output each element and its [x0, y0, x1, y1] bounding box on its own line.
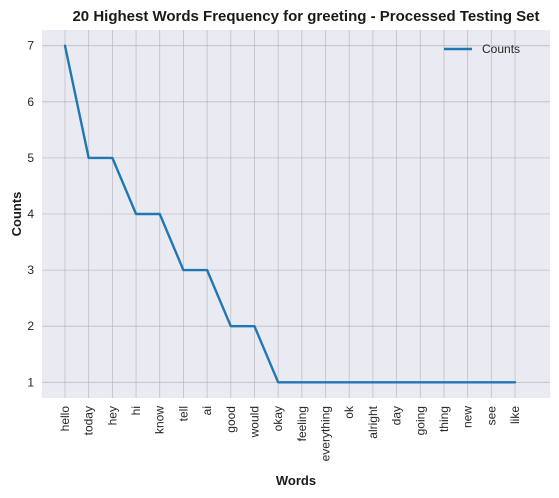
- x-tick-label: alright: [366, 405, 380, 438]
- x-tick-label: hi: [129, 406, 143, 415]
- series-lines: [63, 44, 517, 384]
- y-axis-label: Counts: [9, 192, 24, 237]
- grid-lines: [42, 30, 550, 398]
- x-tick-label: okay: [271, 406, 285, 431]
- x-tick-label: feeling: [295, 406, 309, 441]
- x-tick-label: ok: [342, 405, 356, 419]
- x-tick-label: day: [390, 406, 404, 425]
- legend: Counts: [444, 42, 520, 56]
- y-tick-label: 5: [27, 151, 34, 165]
- y-tick-label: 7: [27, 39, 34, 53]
- chart-title: 20 Highest Words Frequency for greeting …: [72, 8, 539, 25]
- y-tick-label: 1: [27, 375, 34, 389]
- x-axis-label: Words: [276, 473, 316, 488]
- y-tick-label: 3: [27, 263, 34, 277]
- x-tick-label: everything: [319, 406, 333, 461]
- x-tick-label: hey: [105, 406, 119, 425]
- series-line-counts: [63, 44, 517, 384]
- y-tick-label: 6: [27, 95, 34, 109]
- x-tick-label: new: [461, 406, 475, 428]
- x-tick-label: like: [508, 406, 522, 424]
- x-tick-label: would: [247, 406, 261, 438]
- x-tick-label: ai: [200, 406, 214, 415]
- x-tick-label: thing: [437, 406, 451, 432]
- x-tick-labels: hello today hey hi know tell ai good would okay fe…: [58, 405, 522, 461]
- x-tick-label: tell: [176, 406, 190, 421]
- x-tick-label: hello: [58, 406, 72, 432]
- x-tick-label: today: [82, 406, 96, 435]
- legend-label: Counts: [482, 42, 520, 56]
- x-tick-label: see: [484, 406, 498, 426]
- y-tick-label: 4: [27, 207, 34, 221]
- x-tick-label: good: [224, 406, 238, 433]
- x-tick-label: going: [413, 406, 427, 435]
- y-tick-labels: 1 2 3 4 5 6 7: [27, 39, 34, 390]
- y-tick-label: 2: [27, 319, 34, 333]
- x-tick-label: know: [153, 406, 167, 434]
